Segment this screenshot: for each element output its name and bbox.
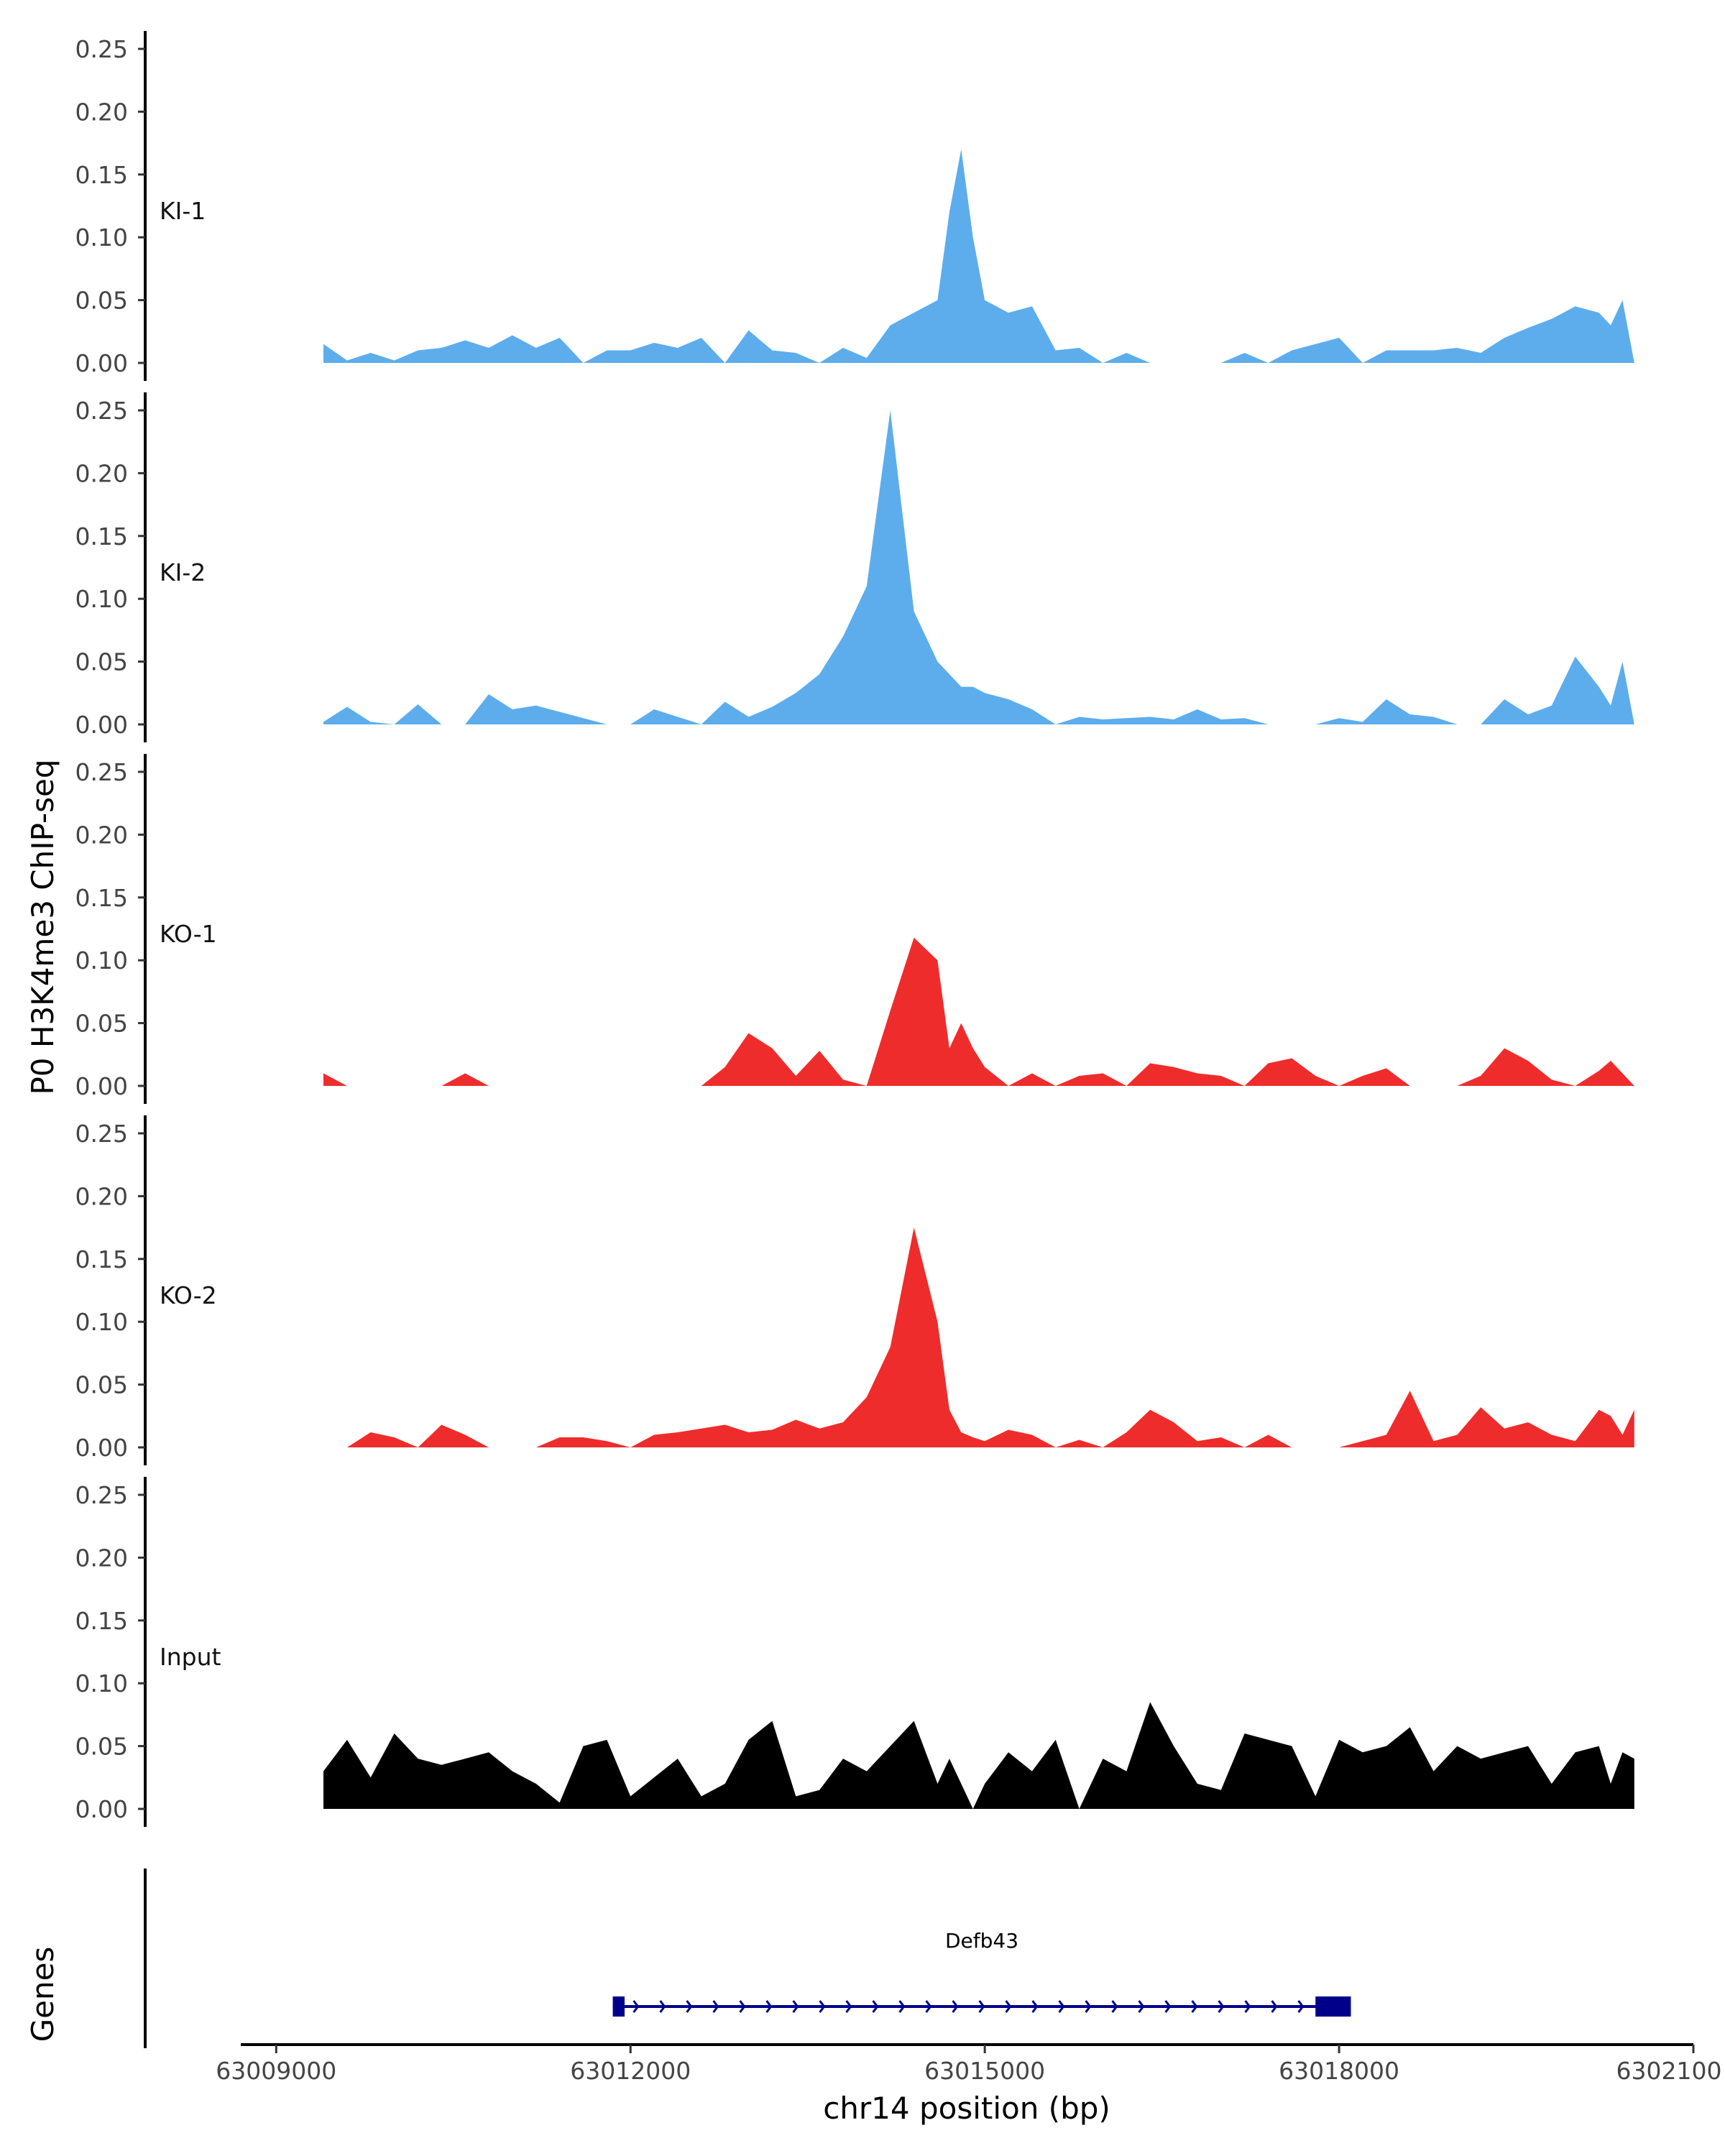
x-tick-label: 63015000	[924, 2057, 1045, 2085]
y-tick-label: 0.15	[75, 522, 128, 550]
track-ki-2: 0.00 0.05 0.10 0.15 0.20 0.25 KI-2	[75, 392, 1634, 742]
strand-arrow	[739, 2000, 746, 2013]
strand-arrow	[659, 2000, 666, 2013]
y-tick-label: 0.20	[75, 1182, 128, 1210]
y-tick-label: 0.20	[75, 459, 128, 487]
strand-arrow	[632, 2000, 640, 2013]
tracks: 0.00 0.05 0.10 0.15 0.20 0.25 KI-1 0.00 0.05 0.10…	[75, 31, 1634, 1827]
y-tick-label: 0.05	[75, 287, 128, 315]
y-tick-label: 0.00	[75, 349, 128, 377]
strand-arrow	[872, 2000, 879, 2013]
strand-arrow	[1297, 2000, 1305, 2013]
strand-arrow	[1244, 2000, 1251, 2013]
gene-items: Defb43	[612, 1929, 1351, 2017]
strand-arrow	[1058, 2000, 1065, 2013]
track-area	[323, 1227, 1634, 1447]
y-axis-title-group: P0 H3K4me3 ChIP-seq	[25, 759, 60, 1095]
y-axis-title: P0 H3K4me3 ChIP-seq	[25, 759, 60, 1095]
strand-arrow	[1191, 2000, 1198, 2013]
y-tick-label: 0.25	[75, 758, 128, 786]
y-tick-label: 0.20	[75, 98, 128, 126]
track-label: KO-2	[160, 1281, 217, 1309]
y-tick-label: 0.00	[75, 711, 128, 739]
y-tick-label: 0.10	[75, 1669, 128, 1697]
x-axis: 63009000 63012000 63015000 63018000 6302100 …	[216, 2043, 1721, 2126]
y-tick-label: 0.00	[75, 1434, 128, 1462]
y-tick-label: 0.05	[75, 1733, 128, 1761]
strand-arrow	[792, 2000, 799, 2013]
track-label: Input	[160, 1643, 221, 1671]
genes-axis-title: Genes	[25, 1947, 60, 2042]
x-axis-title: chr14 position (bp)	[823, 2091, 1110, 2126]
track-area	[323, 149, 1634, 364]
gene-exon	[1315, 1996, 1351, 2017]
track-area	[323, 937, 1634, 1086]
track-ko-1: 0.00 0.05 0.10 0.15 0.20 0.25 KO-1	[75, 754, 1634, 1104]
x-tick-label: 63018000	[1279, 2057, 1399, 2085]
strand-arrow	[819, 2000, 826, 2013]
y-tick-label: 0.25	[75, 35, 128, 63]
y-tick-label: 0.25	[75, 1120, 128, 1148]
track-ki-1: 0.00 0.05 0.10 0.15 0.20 0.25 KI-1	[75, 31, 1634, 381]
x-tick-label: 63009000	[216, 2057, 336, 2085]
y-tick-label: 0.05	[75, 1371, 128, 1399]
strand-arrow	[1218, 2000, 1225, 2013]
y-tick-label: 0.10	[75, 1308, 128, 1336]
strand-arrow	[765, 2000, 773, 2013]
y-tick-label: 0.05	[75, 1010, 128, 1038]
gene-panel: Genes Defb43	[25, 1869, 1351, 2048]
y-tick-label: 0.05	[75, 648, 128, 676]
y-tick-label: 0.20	[75, 821, 128, 849]
y-tick-label: 0.10	[75, 585, 128, 613]
strand-arrow	[686, 2000, 693, 2013]
x-ticks: 63009000 63012000 63015000 63018000 6302100	[216, 2045, 1721, 2085]
track-input: 0.00 0.05 0.10 0.15 0.20 0.25 Input	[75, 1477, 1634, 1827]
strand-arrow	[845, 2000, 852, 2013]
strand-arrow	[1031, 2000, 1039, 2013]
strand-arrow	[1111, 2000, 1118, 2013]
track-label: KI-2	[160, 558, 206, 586]
y-tick-label: 0.00	[75, 1072, 128, 1100]
gene-exon	[612, 1996, 625, 2017]
strand-arrow	[978, 2000, 985, 2013]
gene-name: Defb43	[945, 1929, 1018, 1953]
y-tick-label: 0.25	[75, 397, 128, 425]
track-area	[323, 1702, 1634, 1809]
strand-arrow	[1005, 2000, 1012, 2013]
y-tick-label: 0.15	[75, 1607, 128, 1635]
strand-arrow	[1164, 2000, 1172, 2013]
y-tick-label: 0.10	[75, 946, 128, 975]
track-ko-2: 0.00 0.05 0.10 0.15 0.20 0.25 KO-2	[75, 1115, 1634, 1465]
strand-arrow	[1271, 2000, 1278, 2013]
strand-arrow	[1085, 2000, 1092, 2013]
y-tick-label: 0.00	[75, 1795, 128, 1823]
strand-arrow	[1138, 2000, 1145, 2013]
y-tick-label: 0.10	[75, 224, 128, 252]
gene-defb43: Defb43	[612, 1929, 1351, 2017]
x-tick-label: 63012000	[570, 2057, 691, 2085]
strand-arrow	[925, 2000, 932, 2013]
track-area	[323, 410, 1634, 724]
y-tick-label: 0.20	[75, 1544, 128, 1572]
y-tick-label: 0.15	[75, 884, 128, 912]
track-label: KO-1	[160, 920, 217, 948]
track-label: KI-1	[160, 197, 206, 225]
strand-arrow	[712, 2000, 719, 2013]
strand-arrow	[898, 2000, 906, 2013]
y-tick-label: 0.15	[75, 1245, 128, 1273]
x-tick-label: 6302100	[1616, 2057, 1722, 2085]
y-tick-label: 0.25	[75, 1481, 128, 1509]
strand-arrow	[952, 2000, 959, 2013]
y-tick-label: 0.15	[75, 161, 128, 189]
